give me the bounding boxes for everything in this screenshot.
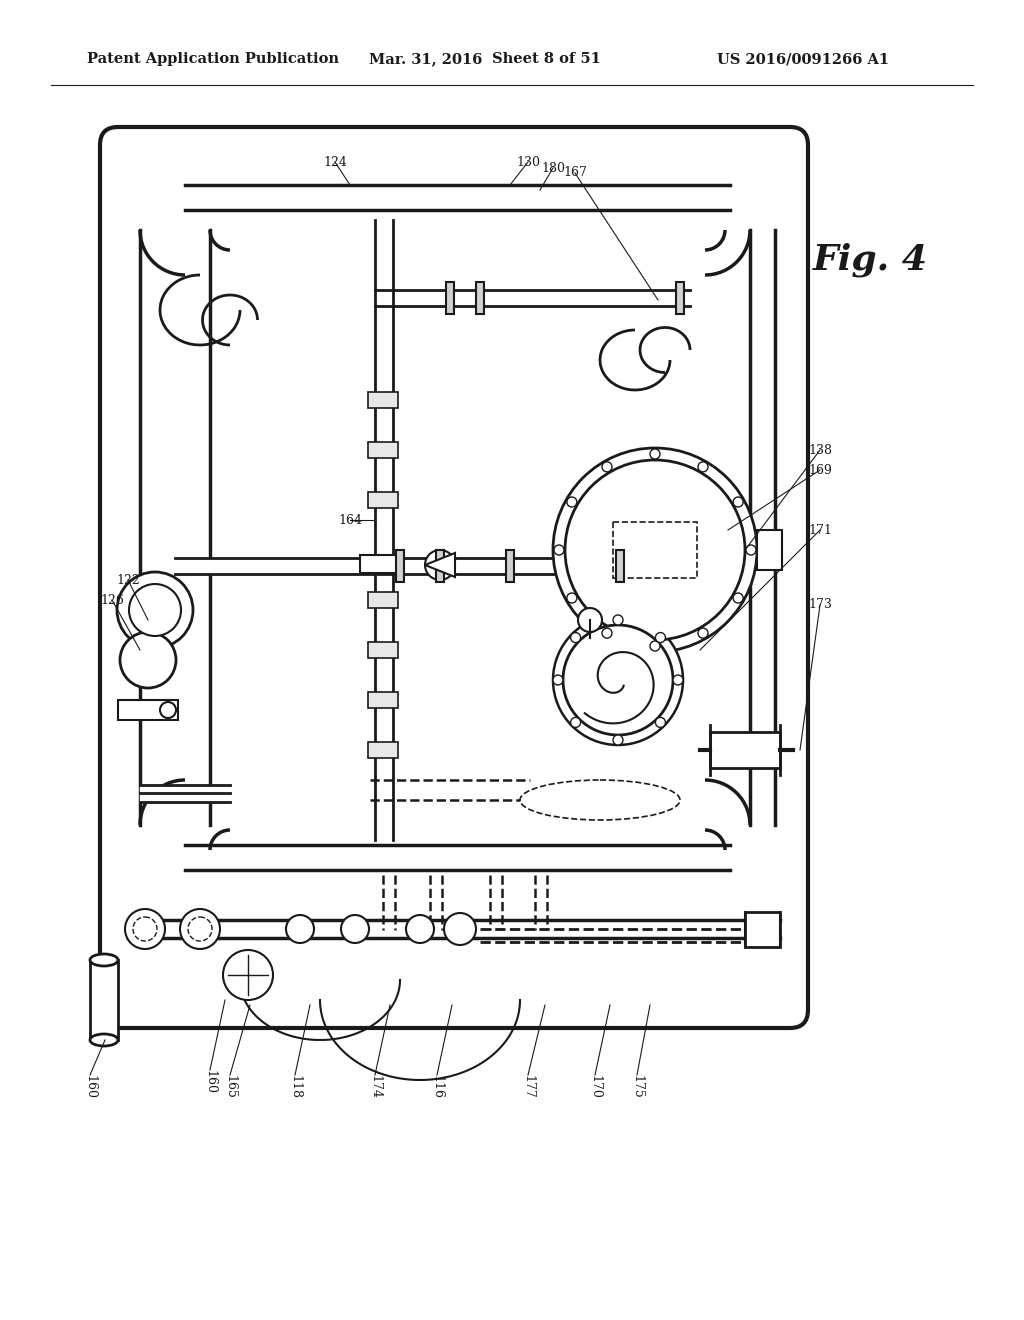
Text: 171: 171 xyxy=(808,524,831,536)
Ellipse shape xyxy=(90,1034,118,1045)
Circle shape xyxy=(129,583,181,636)
Bar xyxy=(368,591,398,609)
Text: 175: 175 xyxy=(631,1074,643,1098)
Text: Patent Application Publication: Patent Application Publication xyxy=(87,53,339,66)
Ellipse shape xyxy=(90,954,118,966)
Circle shape xyxy=(570,632,581,643)
Circle shape xyxy=(650,642,660,651)
Circle shape xyxy=(553,615,683,744)
Bar xyxy=(616,550,624,582)
Bar xyxy=(118,700,178,719)
Circle shape xyxy=(570,718,581,727)
Circle shape xyxy=(655,718,666,727)
Circle shape xyxy=(655,632,666,643)
Circle shape xyxy=(188,917,212,941)
Bar xyxy=(396,550,404,582)
Text: 170: 170 xyxy=(589,1074,601,1098)
Circle shape xyxy=(444,913,476,945)
Bar xyxy=(436,550,444,582)
Text: Fig. 4: Fig. 4 xyxy=(812,243,928,277)
Text: 174: 174 xyxy=(369,1074,382,1098)
Circle shape xyxy=(567,498,577,507)
Bar xyxy=(368,392,398,408)
Bar xyxy=(368,442,398,458)
Circle shape xyxy=(602,628,612,638)
Circle shape xyxy=(120,632,176,688)
Bar xyxy=(506,550,514,582)
Circle shape xyxy=(733,498,743,507)
Circle shape xyxy=(406,915,434,942)
Circle shape xyxy=(565,459,745,640)
Bar xyxy=(368,642,398,657)
Text: 124: 124 xyxy=(323,156,347,169)
Bar xyxy=(360,554,400,573)
Circle shape xyxy=(673,675,683,685)
Ellipse shape xyxy=(520,780,680,820)
Bar xyxy=(613,521,697,578)
Text: Sheet 8 of 51: Sheet 8 of 51 xyxy=(492,53,600,66)
Text: 169: 169 xyxy=(808,463,831,477)
Text: US 2016/0091266 A1: US 2016/0091266 A1 xyxy=(717,53,889,66)
Bar xyxy=(476,282,484,314)
Text: 177: 177 xyxy=(521,1074,535,1098)
Circle shape xyxy=(160,702,176,718)
Text: 165: 165 xyxy=(223,1074,237,1098)
Circle shape xyxy=(117,572,193,648)
Circle shape xyxy=(425,550,455,579)
Circle shape xyxy=(180,909,220,949)
Circle shape xyxy=(133,917,157,941)
Bar xyxy=(745,912,780,946)
Text: 122: 122 xyxy=(116,573,140,586)
Circle shape xyxy=(733,593,743,603)
Text: 116: 116 xyxy=(430,1074,443,1100)
Text: 180: 180 xyxy=(541,161,565,174)
Text: 138: 138 xyxy=(808,444,831,457)
Text: 130: 130 xyxy=(516,156,540,169)
Bar xyxy=(90,960,118,1040)
Polygon shape xyxy=(425,553,455,577)
Bar xyxy=(368,492,398,508)
Circle shape xyxy=(553,447,757,652)
Circle shape xyxy=(698,462,708,471)
Bar xyxy=(676,282,684,314)
Circle shape xyxy=(602,462,612,471)
Circle shape xyxy=(286,915,314,942)
Circle shape xyxy=(578,609,602,632)
Circle shape xyxy=(613,735,623,744)
Bar xyxy=(368,742,398,758)
Text: Mar. 31, 2016: Mar. 31, 2016 xyxy=(369,53,482,66)
Circle shape xyxy=(341,915,369,942)
Text: 160: 160 xyxy=(204,1071,216,1094)
Bar xyxy=(757,531,782,570)
Text: 126: 126 xyxy=(100,594,124,606)
Circle shape xyxy=(567,593,577,603)
Circle shape xyxy=(613,615,623,624)
Circle shape xyxy=(650,449,660,459)
Text: 160: 160 xyxy=(84,1074,96,1100)
Text: 118: 118 xyxy=(289,1074,301,1100)
Text: 173: 173 xyxy=(808,598,831,611)
Circle shape xyxy=(563,624,673,735)
Circle shape xyxy=(698,628,708,638)
Circle shape xyxy=(553,675,563,685)
Text: 164: 164 xyxy=(338,513,362,527)
Circle shape xyxy=(223,950,273,1001)
Text: 167: 167 xyxy=(563,166,587,180)
Bar xyxy=(710,733,780,768)
Bar xyxy=(446,282,454,314)
FancyBboxPatch shape xyxy=(100,127,808,1028)
Circle shape xyxy=(746,545,756,554)
Circle shape xyxy=(125,909,165,949)
Circle shape xyxy=(554,545,564,554)
Bar xyxy=(368,692,398,708)
